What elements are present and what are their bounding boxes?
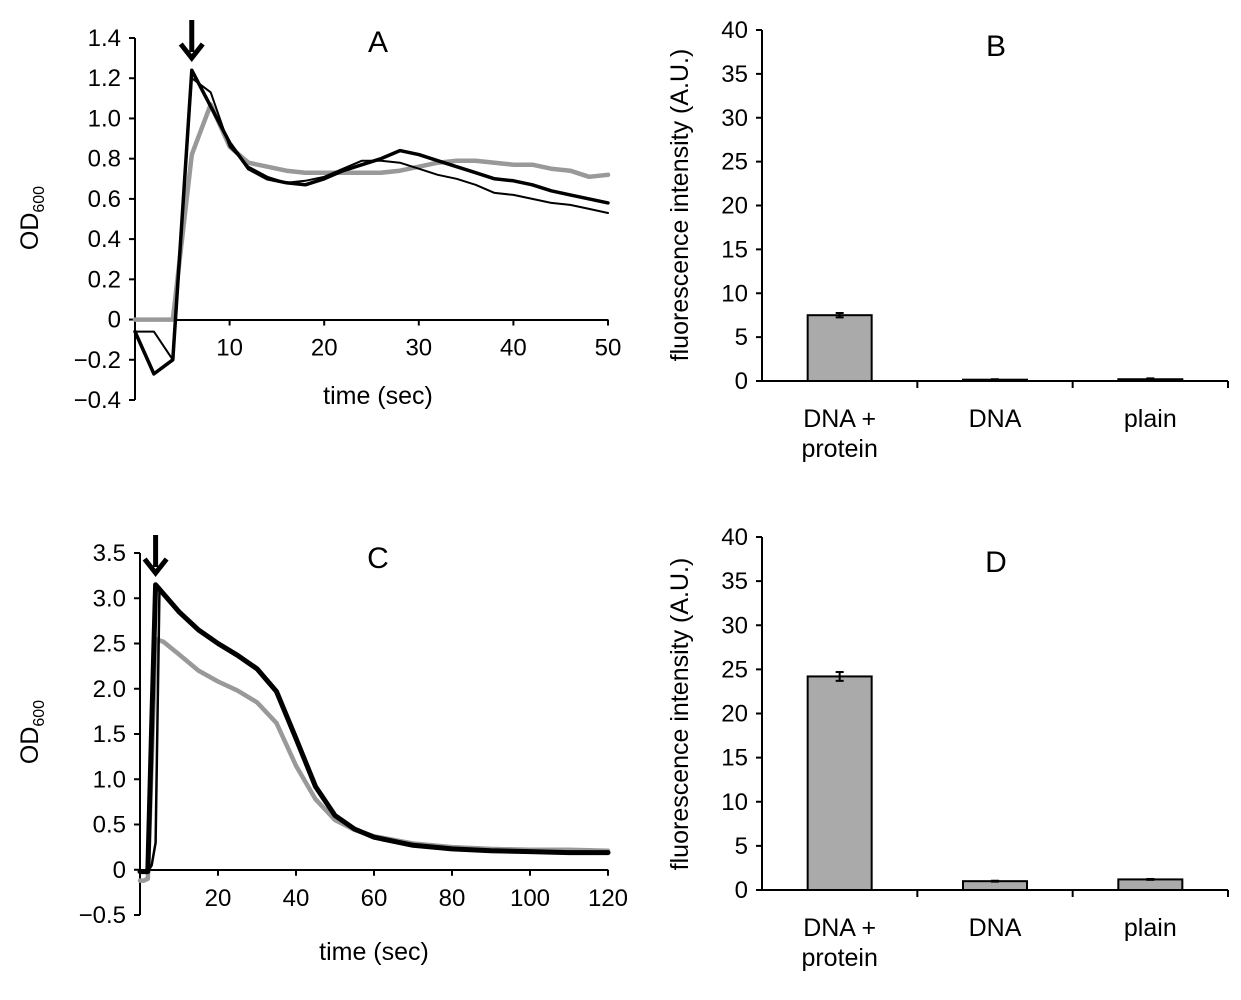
c-y-axis-label-main: OD: [16, 727, 44, 765]
b-y-axis-label: fluorescence intensity (A.U.): [666, 49, 694, 362]
c-y-axis-label-sub: 600: [31, 700, 48, 727]
a-y-tick-label: 0.2: [88, 266, 121, 293]
a-y-tick-label: 1.0: [88, 105, 121, 132]
a-y-tick-label: 0.6: [88, 186, 121, 213]
c-x-tick-label: 60: [361, 885, 388, 912]
b-bar: [806, 314, 873, 382]
a-x-tick-label: 30: [405, 335, 432, 362]
a-panel-label: A: [368, 26, 388, 59]
b-y-tick-label: 25: [721, 149, 748, 176]
d-y-tick-label: 40: [721, 524, 748, 551]
a-x-tick-label: 20: [311, 335, 338, 362]
c-y-tick-label: 1.5: [93, 721, 126, 748]
b-y-tick-label: 5: [735, 324, 748, 351]
d-y-tick-label: 15: [721, 745, 748, 772]
b-y-tick-label: 0: [735, 368, 748, 395]
a-y-tick-label: 1.4: [88, 25, 121, 52]
d-bar: [1117, 878, 1184, 891]
c-panel-label: C: [367, 542, 389, 575]
a-y-tick-label: 0.8: [88, 146, 121, 173]
c-series-gray: [137, 636, 611, 883]
b-error-bar: [991, 378, 999, 382]
d-category-label: DNA: [969, 914, 1022, 942]
b-category-label: DNA + protein: [801, 405, 877, 463]
d-y-axis-label: fluorescence intensity (A.U.): [666, 558, 694, 871]
d-y-tick-label: 10: [721, 789, 748, 816]
panel-c: −0.5 0 0.5 1.0 1.5 2.0 2.5 3.0 3.5 20 40 60 80 100 12…: [16, 535, 628, 966]
d-y-tick-label: 0: [735, 877, 748, 904]
c-y-tick-label: 3.5: [93, 540, 126, 567]
a-y-tick-label: 0.4: [88, 226, 121, 253]
d-category-label: plain: [1124, 914, 1177, 942]
b-y-tick-label: 35: [721, 61, 748, 88]
c-x-tick-label: 40: [283, 885, 310, 912]
d-y-tick-label: 30: [721, 612, 748, 639]
b-error-bar: [1146, 377, 1155, 382]
a-y-tick-label: 1.2: [88, 65, 121, 92]
a-x-axis-label: time (sec): [323, 382, 433, 410]
panel-a: −0.4 −0.2 0 0.2 0.4 0.6 0.8 1.0 1.2 1.4 10 20 30 40 5…: [16, 20, 621, 414]
d-y-tick-label: 25: [721, 656, 748, 683]
c-x-tick-label: 80: [439, 885, 466, 912]
b-category-label: DNA: [969, 405, 1022, 433]
b-y-tick-label: 15: [721, 236, 748, 263]
c-x-tick-label: 120: [588, 885, 628, 912]
a-x-tick-label: 40: [500, 335, 527, 362]
d-error-bar: [835, 671, 844, 682]
c-series-black-thick: [137, 582, 611, 875]
d-bar: [806, 675, 873, 891]
a-y-axis-label-sub: 600: [31, 186, 48, 213]
d-error-bar: [1146, 877, 1155, 881]
c-y-tick-label: 1.0: [93, 766, 126, 793]
a-injection-arrow-icon: [178, 20, 205, 63]
b-y-tick-label: 20: [721, 193, 748, 220]
b-panel-label: B: [986, 30, 1006, 63]
b-error-bar: [835, 311, 844, 319]
a-y-tick-label: −0.2: [74, 347, 121, 374]
c-y-tick-label: 3.0: [93, 585, 126, 612]
b-y-tick-label: 10: [721, 280, 748, 307]
d-y-tick-label: 20: [721, 701, 748, 728]
a-x-tick-label: 50: [595, 335, 622, 362]
d-y-tick-label: 5: [735, 833, 748, 860]
c-y-tick-label: 0: [113, 857, 126, 884]
c-y-axis-label: OD600: [16, 700, 48, 764]
c-x-tick-label: 100: [510, 885, 550, 912]
c-y-tick-label: 2.0: [93, 676, 126, 703]
a-y-tick-label: 0: [108, 307, 121, 334]
a-series-black-thin: [134, 77, 609, 361]
c-y-tick-label: 0.5: [93, 812, 126, 839]
c-injection-arrow-icon: [142, 535, 169, 578]
b-y-tick-label: 40: [721, 17, 748, 44]
d-panel-label: D: [985, 546, 1007, 579]
c-series-black-thin: [138, 586, 610, 873]
d-error-bar: [991, 879, 999, 883]
a-y-axis-label: OD600: [16, 186, 48, 250]
b-category-label: plain: [1124, 405, 1177, 433]
b-y-tick-label: 30: [721, 105, 748, 132]
c-y-tick-label: 2.5: [93, 631, 126, 658]
d-category-label: DNA + protein: [801, 914, 877, 972]
c-y-tick-label: −0.5: [79, 902, 126, 929]
a-y-axis-label-main: OD: [16, 213, 44, 251]
c-x-tick-label: 20: [205, 885, 232, 912]
a-series-gray: [132, 102, 611, 322]
c-x-axis-label: time (sec): [319, 938, 429, 966]
d-y-tick-label: 35: [721, 568, 748, 595]
a-x-tick-label: 10: [216, 335, 243, 362]
a-y-tick-label: −0.4: [74, 387, 121, 414]
